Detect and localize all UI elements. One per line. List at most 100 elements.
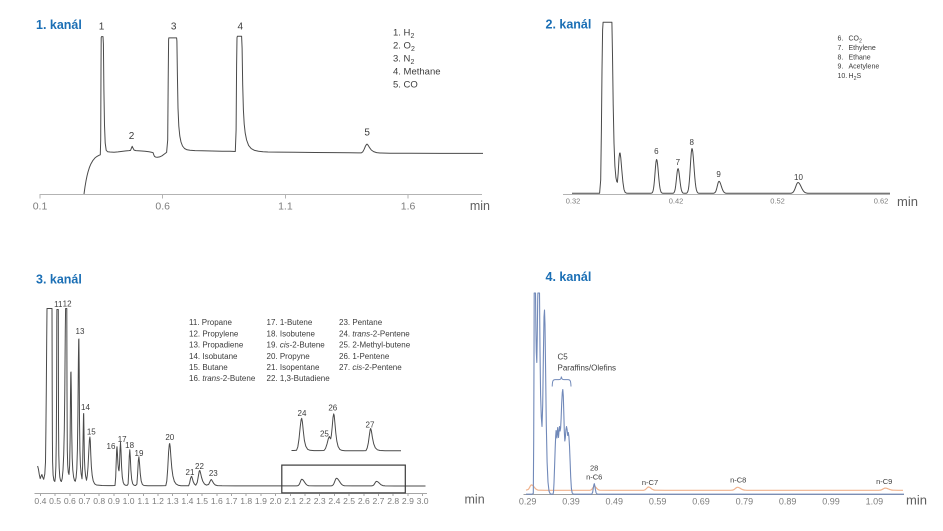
svg-text:7.: 7.: [838, 45, 844, 52]
svg-text:21: 21: [186, 468, 195, 477]
svg-text:2.3: 2.3: [314, 496, 326, 506]
svg-text:0.62: 0.62: [874, 197, 889, 206]
svg-text:3. kanál: 3. kanál: [36, 273, 82, 287]
svg-text:24. trans-2-Pentene: 24. trans-2-Pentene: [339, 329, 410, 338]
svg-text:0.7: 0.7: [79, 496, 91, 506]
svg-text:27. cis-2-Pentene: 27. cis-2-Pentene: [339, 363, 402, 372]
svg-text:min: min: [465, 493, 485, 507]
svg-text:n-C6: n-C6: [586, 473, 602, 482]
svg-text:1.5: 1.5: [196, 496, 208, 506]
svg-text:1.6: 1.6: [401, 201, 416, 213]
svg-text:11: 11: [54, 300, 63, 309]
svg-text:1.1: 1.1: [278, 201, 293, 213]
svg-text:5. CO: 5. CO: [393, 80, 418, 91]
svg-text:4. Methane: 4. Methane: [393, 67, 441, 78]
svg-text:28: 28: [590, 464, 598, 473]
svg-text:9.: 9.: [838, 64, 844, 71]
svg-text:1.3: 1.3: [167, 496, 179, 506]
svg-text:0.29: 0.29: [519, 496, 537, 506]
svg-text:1.6: 1.6: [211, 496, 223, 506]
svg-text:n-C8: n-C8: [730, 476, 746, 485]
svg-text:23. Pentane: 23. Pentane: [339, 318, 383, 327]
svg-text:14: 14: [81, 403, 90, 412]
svg-text:1.1: 1.1: [137, 496, 149, 506]
svg-text:2.7: 2.7: [373, 496, 385, 506]
svg-text:0.1: 0.1: [33, 201, 48, 213]
svg-text:15: 15: [87, 428, 96, 437]
svg-text:12: 12: [63, 300, 72, 309]
svg-text:1: 1: [99, 22, 105, 33]
svg-text:0.39: 0.39: [562, 496, 580, 506]
svg-text:5: 5: [364, 128, 370, 139]
svg-text:20: 20: [165, 433, 174, 442]
svg-text:22: 22: [195, 462, 204, 471]
svg-text:27: 27: [366, 420, 375, 429]
svg-text:1. kanál: 1. kanál: [36, 18, 82, 32]
svg-text:23: 23: [209, 469, 218, 478]
svg-text:17. 1-Butene: 17. 1-Butene: [267, 318, 313, 327]
svg-text:n-C9: n-C9: [876, 477, 892, 486]
svg-text:16: 16: [107, 442, 116, 451]
svg-text:0.8: 0.8: [93, 496, 105, 506]
svg-text:0.79: 0.79: [736, 496, 754, 506]
svg-text:0.42: 0.42: [669, 197, 684, 206]
svg-text:2.2: 2.2: [299, 496, 311, 506]
svg-text:2. O2: 2. O2: [393, 41, 415, 54]
svg-text:2.6: 2.6: [358, 496, 370, 506]
svg-text:0.52: 0.52: [770, 197, 785, 206]
svg-text:15. Butane: 15. Butane: [189, 363, 228, 372]
svg-text:1.9: 1.9: [255, 496, 267, 506]
svg-text:2.4: 2.4: [328, 496, 340, 506]
svg-text:19. cis-2-Butene: 19. cis-2-Butene: [267, 341, 326, 350]
svg-text:19: 19: [135, 449, 144, 458]
svg-text:2. kanál: 2. kanál: [546, 18, 592, 32]
svg-text:Ethylene: Ethylene: [849, 45, 876, 52]
svg-text:1.0: 1.0: [123, 496, 135, 506]
svg-text:2.9: 2.9: [402, 496, 414, 506]
svg-text:26. 1-Pentene: 26. 1-Pentene: [339, 352, 390, 361]
svg-text:8: 8: [689, 138, 694, 147]
svg-text:1.8: 1.8: [240, 496, 252, 506]
svg-text:C5: C5: [558, 353, 569, 362]
svg-text:Acetylene: Acetylene: [849, 64, 880, 71]
svg-text:10.: 10.: [838, 73, 848, 80]
svg-text:min: min: [897, 194, 918, 209]
svg-text:1.09: 1.09: [866, 496, 884, 506]
svg-text:4. kanál: 4. kanál: [546, 270, 592, 284]
svg-text:0.89: 0.89: [779, 496, 797, 506]
svg-text:6.: 6.: [838, 36, 844, 43]
svg-text:17: 17: [118, 435, 127, 444]
svg-text:3. N2: 3. N2: [393, 54, 414, 67]
svg-text:7: 7: [676, 158, 681, 167]
svg-text:0.32: 0.32: [566, 197, 581, 206]
svg-text:14. Isobutane: 14. Isobutane: [189, 352, 238, 361]
svg-text:18. Isobutene: 18. Isobutene: [267, 329, 316, 338]
svg-text:16. trans-2-Butene: 16. trans-2-Butene: [189, 374, 256, 383]
svg-text:Paraffins/Olefins: Paraffins/Olefins: [558, 363, 617, 372]
svg-text:1.2: 1.2: [152, 496, 164, 506]
svg-text:8.: 8.: [838, 54, 844, 61]
svg-text:0.6: 0.6: [64, 496, 76, 506]
svg-text:0.59: 0.59: [649, 496, 667, 506]
svg-text:H2S: H2S: [849, 73, 862, 82]
svg-text:2.1: 2.1: [284, 496, 296, 506]
svg-text:13. Propadiene: 13. Propadiene: [189, 341, 244, 350]
svg-text:25: 25: [320, 429, 329, 438]
svg-text:0.49: 0.49: [606, 496, 624, 506]
svg-text:2.8: 2.8: [387, 496, 399, 506]
svg-text:1.7: 1.7: [226, 496, 238, 506]
svg-text:18: 18: [125, 441, 134, 450]
svg-text:3: 3: [171, 22, 177, 33]
svg-text:22. 1,3-Butadiene: 22. 1,3-Butadiene: [267, 374, 331, 383]
svg-text:2.5: 2.5: [343, 496, 355, 506]
svg-text:11. Propane: 11. Propane: [189, 318, 233, 327]
svg-text:0.99: 0.99: [822, 496, 840, 506]
svg-text:Ethane: Ethane: [849, 54, 871, 61]
svg-text:0.4: 0.4: [34, 496, 46, 506]
svg-text:1. H2: 1. H2: [393, 28, 414, 41]
svg-text:6: 6: [654, 147, 659, 156]
svg-text:4: 4: [238, 22, 244, 33]
svg-text:13: 13: [76, 327, 85, 336]
svg-text:21. Isopentane: 21. Isopentane: [267, 363, 320, 372]
svg-text:1.4: 1.4: [181, 496, 193, 506]
